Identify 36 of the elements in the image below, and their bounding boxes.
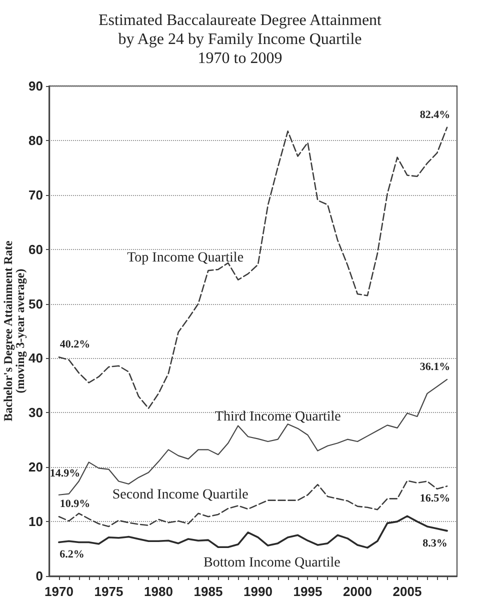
y-tick-label: 70 — [28, 187, 43, 202]
y-tick-label: 40 — [28, 350, 43, 366]
chart-subtitle: 1970 to 2009 — [198, 50, 282, 67]
y-axis-title: Bachelor's Degree Attainment Rate (moving 3-year average) — [1, 240, 27, 422]
x-tick-label: 2000 — [343, 584, 372, 599]
series-label: Top Income Quartile — [127, 250, 244, 266]
line-series — [58, 515, 448, 549]
x-tick-label: 1980 — [144, 584, 173, 599]
data-label: 82.4% — [420, 108, 450, 121]
y-tick-label: 50 — [28, 296, 43, 312]
y-tick-label: 10 — [28, 514, 43, 530]
y-tick-label: 90 — [28, 78, 43, 94]
x-tick-label: 1975 — [94, 584, 124, 599]
chart-title: Estimated Baccalaureate Degree Attainment by Age 24 by Family Income Quartile — [98, 12, 382, 48]
data-label: 40.2% — [60, 338, 90, 351]
line-series — [58, 480, 448, 528]
x-tick-label: 1985 — [194, 584, 223, 599]
y-tick-label: 60 — [28, 242, 43, 257]
line-series — [58, 126, 448, 409]
data-label: 8.3% — [422, 537, 448, 550]
series-label: Bottom Income Quartile — [203, 555, 340, 570]
x-tick-label: 1970 — [44, 584, 74, 599]
x-tick-label: 1995 — [293, 584, 322, 599]
data-label: 10.9% — [60, 498, 90, 510]
series-label: Second Income Quartile — [112, 487, 248, 502]
y-tick-label: 20 — [28, 460, 43, 475]
series-label: Third Income Quartile — [214, 410, 341, 425]
y-tick-label: 30 — [28, 405, 43, 420]
data-label: 16.5% — [420, 492, 450, 505]
data-label: 14.9% — [50, 467, 80, 480]
x-tick-label: 2005 — [392, 584, 422, 599]
y-tick-label: 80 — [28, 132, 43, 148]
y-tick-label: 0 — [36, 568, 43, 584]
x-tick-label: 1990 — [244, 584, 272, 599]
data-label: 6.2% — [60, 548, 84, 561]
data-label: 36.1% — [420, 360, 450, 373]
